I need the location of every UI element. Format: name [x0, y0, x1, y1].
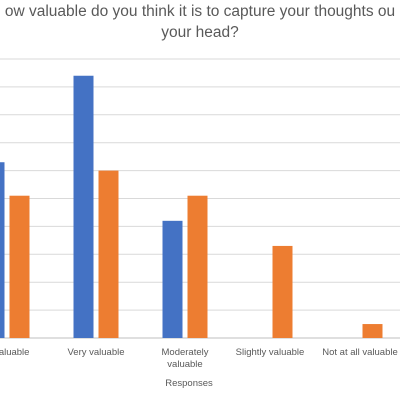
x-tick-label: Slightly valuable — [236, 347, 305, 358]
bar-series2-category2 — [98, 170, 119, 338]
x-tick-label: Moderately valuable — [162, 347, 209, 370]
bar-series2-category3 — [187, 195, 208, 338]
gridlines — [0, 58, 400, 339]
chart-title-line-1: ow valuable do you think it is to captur… — [4, 3, 396, 20]
bar-series2-category5 — [362, 324, 383, 338]
bar-series1-category3 — [162, 220, 183, 338]
x-axis-title: Responses — [165, 378, 213, 389]
bar-series2-category4 — [272, 245, 293, 338]
x-tick-label: ly valuable — [0, 347, 29, 358]
x-tick-labels: ly valuable Very valuable Moderatelyvaluab… — [0, 347, 398, 370]
x-tick-label: Not at all valuable — [322, 347, 398, 358]
bar-series1-category1 — [0, 162, 5, 338]
bars — [0, 75, 383, 339]
bar-series1-category2 — [73, 75, 94, 339]
chart-title-line-2: your head? — [161, 24, 239, 41]
bar-series2-category1 — [9, 195, 30, 338]
x-tick-label: Very valuable — [67, 347, 124, 358]
